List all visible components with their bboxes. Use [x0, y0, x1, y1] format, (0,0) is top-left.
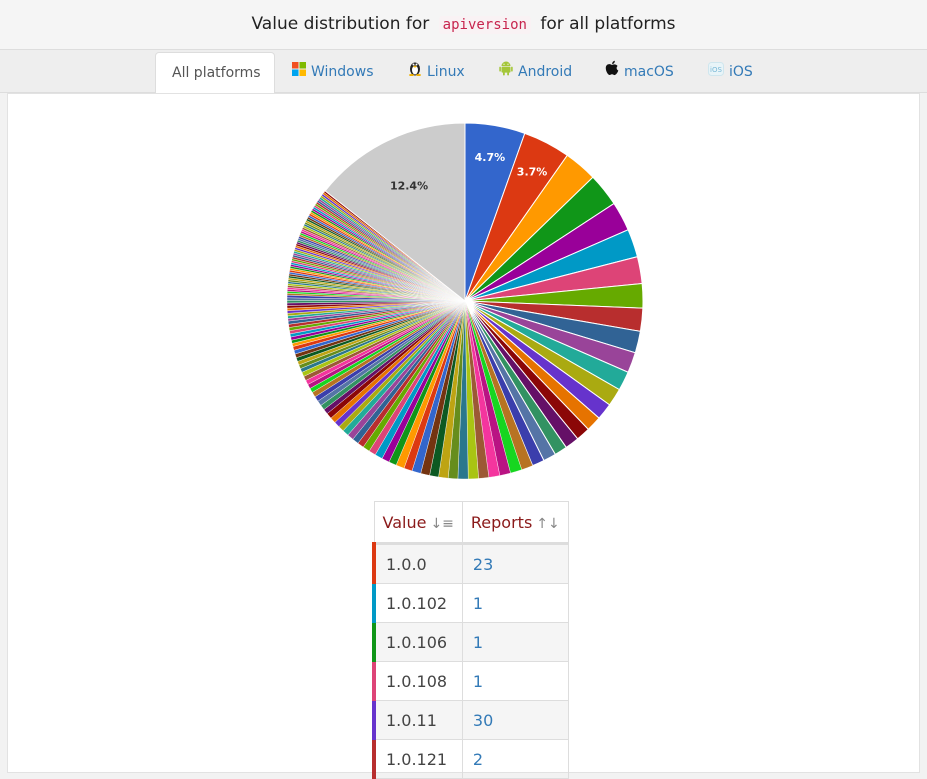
platform-tabs: All platforms Windows Linux: [0, 50, 927, 94]
pie-slice-label: 4.7%: [475, 151, 506, 164]
tab-label: Linux: [427, 64, 465, 80]
tab-android[interactable]: Android: [483, 52, 588, 92]
distribution-pie-chart: 4.7% 3.7% 12.4%: [286, 122, 644, 480]
apple-icon: [605, 52, 619, 92]
pie-slice-label: 12.4%: [390, 180, 428, 193]
value-cell: 1.0.121: [371, 739, 463, 779]
table-row: 1.0.11 30: [371, 700, 569, 740]
table-row: 1.0.0 23: [371, 543, 569, 584]
tab-ios[interactable]: iOS iOS: [692, 52, 769, 92]
value-cell: 1.0.102: [371, 583, 463, 623]
windows-icon: [292, 52, 306, 92]
reports-link[interactable]: 30: [461, 700, 569, 740]
ios-icon: iOS: [708, 52, 724, 92]
tab-label: macOS: [624, 64, 674, 80]
value-cell: 1.0.11: [371, 700, 463, 740]
tab-label: Windows: [311, 64, 374, 80]
table-row: 1.0.106 1: [371, 622, 569, 662]
reports-link[interactable]: 1: [461, 622, 569, 662]
android-icon: [499, 52, 513, 92]
tab-all-platforms[interactable]: All platforms: [155, 52, 275, 94]
value-column-header[interactable]: Value ↓≡: [373, 501, 463, 545]
column-label: Value: [382, 512, 427, 532]
tab-label: Android: [518, 64, 573, 80]
reports-link[interactable]: 1: [461, 661, 569, 701]
value-cell: 1.0.0: [371, 543, 463, 584]
content-panel: 4.7% 3.7% 12.4% Value ↓≡ Reports ↑↓ 1.0.0 23 1…: [7, 93, 920, 779]
table-row: 1.0.121 2: [371, 739, 569, 779]
tab-label: iOS: [729, 64, 753, 80]
reports-link[interactable]: 2: [461, 739, 569, 779]
distribution-table: Value ↓≡ Reports ↑↓ 1.0.0 23 1.0.102 1 1.0.106…: [371, 501, 569, 779]
value-cell: 1.0.108: [371, 661, 463, 701]
sort-desc-icon: ↓≡: [430, 515, 454, 532]
reports-column-header[interactable]: Reports ↑↓: [461, 501, 569, 545]
table-row: 1.0.102 1: [371, 583, 569, 623]
tab-linux[interactable]: Linux: [392, 52, 481, 92]
sort-both-icon: ↑↓: [536, 515, 560, 532]
linux-icon: [408, 52, 422, 92]
pie-labels: 4.7% 3.7% 12.4%: [390, 151, 547, 193]
table-row: 1.0.108 1: [371, 661, 569, 701]
page-header: Value distribution for apiversion for al…: [0, 0, 927, 50]
tab-label: All platforms: [172, 65, 261, 81]
tab-windows[interactable]: Windows: [276, 52, 390, 92]
table-header-row: Value ↓≡ Reports ↑↓: [373, 501, 569, 545]
header-prefix: Value distribution for: [251, 14, 430, 34]
column-label: Reports: [470, 512, 533, 532]
pie-slices: [286, 122, 644, 480]
pie-slice[interactable]: [324, 122, 466, 303]
header-suffix: for all platforms: [540, 14, 676, 34]
property-name: apiversion: [438, 16, 531, 34]
reports-link[interactable]: 23: [461, 543, 569, 584]
value-cell: 1.0.106: [371, 622, 463, 662]
pie-slice-label: 3.7%: [517, 165, 548, 178]
svg-text:iOS: iOS: [710, 66, 722, 74]
reports-link[interactable]: 1: [461, 583, 569, 623]
tab-macos[interactable]: macOS: [589, 52, 690, 92]
